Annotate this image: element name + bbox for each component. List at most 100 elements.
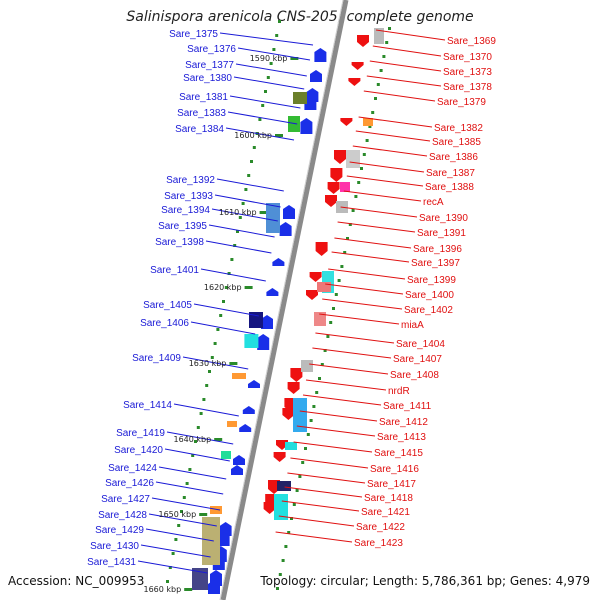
right-leader-line bbox=[331, 251, 410, 263]
left-gene-label: Sare_1398 bbox=[155, 237, 204, 248]
track-tick bbox=[261, 104, 265, 107]
right-leader-line bbox=[309, 363, 389, 375]
right-gene-label: Sare_1422 bbox=[356, 522, 405, 533]
right-gene-label: Sare_1390 bbox=[419, 213, 468, 224]
left-leader-line bbox=[182, 356, 249, 370]
track-tick bbox=[275, 34, 279, 37]
right-gene-label: Sare_1407 bbox=[393, 354, 442, 365]
track-tick bbox=[219, 314, 223, 317]
right-leader-line bbox=[312, 347, 392, 359]
left-gene-label: Sare_1430 bbox=[90, 541, 139, 552]
right-leader-line bbox=[369, 60, 442, 72]
track-tick bbox=[357, 181, 361, 184]
track-tick bbox=[304, 447, 307, 450]
reverse-gene-arrow bbox=[287, 382, 300, 394]
right-gene-label: Sare_1417 bbox=[367, 479, 416, 490]
forward-gene-arrow bbox=[261, 315, 273, 329]
reverse-gene-arrow bbox=[315, 242, 328, 256]
track-tick bbox=[326, 335, 330, 338]
scale-label: 1620 kbp bbox=[204, 283, 242, 292]
left-leader-line bbox=[216, 178, 284, 192]
right-leader-line bbox=[352, 145, 428, 157]
track-tick bbox=[343, 251, 347, 254]
track-tick bbox=[258, 118, 262, 121]
right-gene-label: Sare_1399 bbox=[407, 275, 456, 286]
right-leader-line bbox=[372, 45, 442, 57]
left-leader-line bbox=[208, 224, 275, 238]
left-leader-line bbox=[193, 303, 259, 317]
right-gene-label: Sare_1391 bbox=[417, 228, 466, 239]
left-leader-line bbox=[166, 431, 234, 445]
scale-label: 1660 kbp bbox=[143, 585, 181, 594]
scale-tick bbox=[214, 438, 223, 441]
track-tick bbox=[348, 223, 352, 226]
right-leader-line bbox=[299, 410, 378, 422]
track-tick bbox=[230, 258, 234, 261]
track-tick bbox=[227, 272, 231, 275]
track-tick bbox=[224, 286, 228, 289]
right-gene-label: Sare_1415 bbox=[374, 448, 423, 459]
left-gene-label: Sare_1419 bbox=[116, 428, 165, 439]
left-gene-label: Sare_1405 bbox=[143, 300, 192, 311]
reverse-gene-arrow bbox=[325, 195, 337, 207]
right-gene-label: Sare_1396 bbox=[413, 244, 462, 255]
right-gene-label: Sare_1388 bbox=[425, 182, 474, 193]
track-tick bbox=[272, 48, 276, 51]
accession-text: Accession: NC_009953 bbox=[8, 574, 145, 588]
track-tick bbox=[222, 300, 225, 303]
right-leader-line bbox=[322, 298, 403, 310]
track-tick bbox=[174, 538, 178, 541]
track-tick bbox=[340, 265, 344, 268]
track-tick bbox=[194, 440, 197, 443]
forward-gene-arrow bbox=[306, 88, 319, 102]
right-gene-label: Sare_1369 bbox=[447, 36, 496, 47]
feature-block bbox=[314, 312, 326, 326]
feature-block bbox=[210, 506, 222, 514]
feature-block bbox=[293, 92, 307, 104]
right-leader-line bbox=[363, 90, 436, 102]
right-gene-label: nrdR bbox=[388, 386, 410, 397]
left-leader-line bbox=[219, 32, 314, 46]
forward-gene-arrow bbox=[257, 334, 270, 350]
track-tick bbox=[236, 230, 239, 233]
left-gene-label: Sare_1381 bbox=[179, 92, 228, 103]
right-leader-line bbox=[275, 531, 353, 543]
track-tick bbox=[205, 384, 209, 387]
track-tick bbox=[312, 405, 316, 408]
genome-backbone-highlight bbox=[219, 0, 344, 600]
left-gene-label: Sare_1395 bbox=[158, 221, 207, 232]
left-leader-line bbox=[145, 528, 214, 542]
feature-block bbox=[274, 494, 288, 520]
scale-tick bbox=[184, 588, 193, 591]
forward-gene-arrow bbox=[239, 424, 252, 432]
reverse-gene-arrow bbox=[306, 290, 318, 300]
right-leader-line bbox=[290, 457, 369, 469]
right-leader-line bbox=[305, 379, 387, 391]
track-tick bbox=[362, 153, 366, 156]
right-leader-line bbox=[375, 29, 446, 41]
right-gene-label: Sare_1382 bbox=[434, 123, 483, 134]
track-tick bbox=[182, 496, 186, 499]
right-leader-line bbox=[278, 515, 355, 527]
left-leader-line bbox=[233, 76, 305, 90]
left-gene-label: Sare_1380 bbox=[183, 73, 232, 84]
reverse-gene-arrow bbox=[348, 78, 361, 86]
track-tick bbox=[323, 349, 327, 352]
right-leader-line bbox=[366, 75, 442, 87]
track-tick bbox=[376, 83, 380, 86]
right-gene-label: Sare_1400 bbox=[405, 290, 454, 301]
right-gene-label: Sare_1370 bbox=[443, 52, 492, 63]
scale-label: 1610 kbp bbox=[219, 208, 257, 217]
track-tick bbox=[202, 398, 206, 401]
left-leader-line bbox=[148, 513, 217, 527]
left-gene-label: Sare_1384 bbox=[175, 124, 224, 135]
track-tick bbox=[266, 76, 270, 79]
scale-label: 1590 kbp bbox=[250, 54, 288, 63]
forward-gene-arrow bbox=[219, 522, 232, 536]
right-leader-line bbox=[349, 161, 425, 173]
track-tick bbox=[247, 174, 251, 177]
track-tick bbox=[171, 552, 175, 555]
genome-backbone bbox=[220, 0, 349, 600]
right-gene-label: Sare_1386 bbox=[429, 152, 478, 163]
